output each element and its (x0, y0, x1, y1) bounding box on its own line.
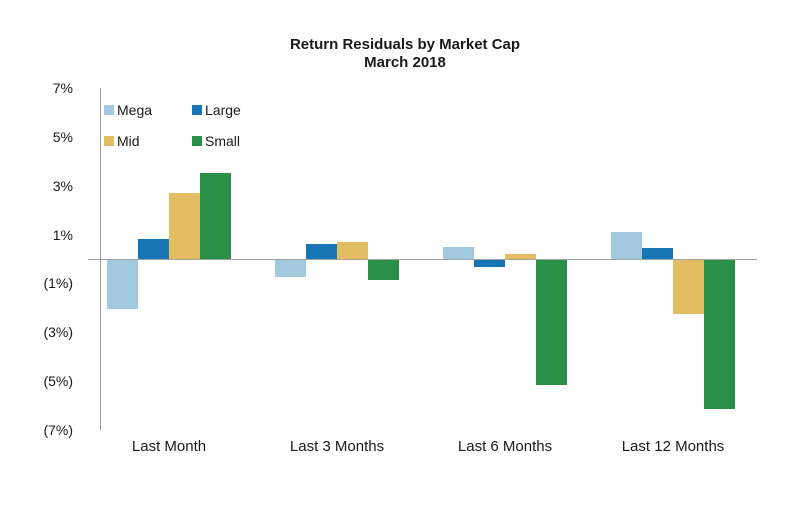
bar-mega-2 (275, 260, 306, 277)
legend: Mega Large Mid Small (104, 100, 302, 151)
bar-small-2 (368, 260, 399, 280)
bar-large-3 (474, 260, 505, 267)
legend-item-mid: Mid (104, 131, 192, 151)
chart-title: Return Residuals by Market Cap (289, 36, 521, 53)
legend-label: Large (205, 102, 241, 118)
bar-mid-4 (673, 260, 704, 314)
bar-mega-3 (443, 247, 474, 259)
x-axis-category-label: Last 3 Months (289, 438, 385, 455)
chart-title-block: Return Residuals by Market Cap March 201… (10, 36, 799, 72)
legend-swatch-small (192, 136, 202, 146)
bar-large-4 (642, 248, 673, 259)
legend-label: Mid (117, 133, 140, 149)
bar-small-1 (200, 173, 231, 259)
x-axis-category-label: Last 12 Months (621, 438, 725, 455)
zero-baseline (88, 259, 757, 260)
x-axis-category-label: Last Month (131, 438, 207, 455)
bar-small-4 (704, 260, 735, 409)
bar-large-1 (138, 239, 169, 259)
legend-label: Mega (117, 102, 153, 118)
y-axis-tick-label: (1%) (43, 275, 73, 291)
y-axis-tick-label: 1% (52, 227, 73, 243)
y-axis-tick-label: 7% (52, 80, 73, 96)
legend-item-mega: Mega (104, 100, 192, 120)
y-axis-tick-label: 5% (52, 129, 73, 145)
legend-item-large: Large (192, 100, 302, 120)
bar-mid-1 (169, 193, 200, 259)
bar-mid-2 (337, 242, 368, 259)
bar-mega-4 (611, 232, 642, 259)
x-axis-category-label: Last 6 Months (457, 438, 553, 455)
y-axis-tick-label: (7%) (43, 422, 73, 438)
bar-large-2 (306, 244, 337, 259)
bar-mega-1 (107, 260, 138, 309)
legend-label: Small (205, 133, 241, 149)
y-axis-tick-label: (3%) (43, 324, 73, 340)
y-axis-tick-label: 3% (52, 178, 73, 194)
bar-small-3 (536, 260, 567, 385)
bar-mid-3 (505, 254, 536, 259)
legend-item-small: Small (192, 131, 302, 151)
chart-subtitle: March 2018 (364, 54, 446, 71)
legend-swatch-mega (104, 105, 114, 115)
legend-swatch-mid (104, 136, 114, 146)
legend-swatch-large (192, 105, 202, 115)
y-axis-tick-label: (5%) (43, 373, 73, 389)
